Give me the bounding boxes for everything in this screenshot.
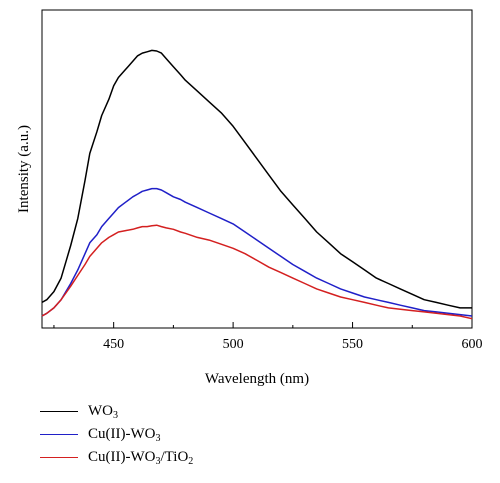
- series-line-cuwo3tio2: [41, 224, 473, 320]
- x-tick-label-600: 600: [462, 337, 483, 352]
- x-axis-ticks: 450 500 550 600: [53, 322, 483, 352]
- plot-frame: [41, 9, 473, 329]
- x-tick-label-550: 550: [342, 337, 363, 352]
- legend-swatch-cu-wo3-tio2: [40, 457, 78, 458]
- series-line-cuwo3: [41, 187, 473, 317]
- chart: 450 500 550 600 Wavelength (nm) Intensity (…: [16, 9, 483, 387]
- y-axis-title: Intensity (a.u.): [16, 125, 32, 213]
- legend-swatch-wo3: [40, 411, 78, 412]
- series-lines: [41, 49, 473, 320]
- series-line-wo3: [41, 49, 472, 309]
- legend-item-wo3: WO3: [40, 400, 193, 423]
- x-axis-title: Wavelength (nm): [205, 371, 309, 387]
- legend-label-cu-wo3: Cu(II)-WO3: [88, 425, 161, 444]
- legend-label-wo3: WO3: [88, 402, 118, 421]
- legend-item-cu-wo3-tio2: Cu(II)-WO3/TiO2: [40, 446, 193, 469]
- x-tick-label-450: 450: [103, 337, 124, 352]
- x-tick-label-500: 500: [223, 337, 244, 352]
- legend-label-cu-wo3-tio2: Cu(II)-WO3/TiO2: [88, 448, 194, 467]
- legend: WO3 Cu(II)-WO3 Cu(II)-WO3/TiO2: [40, 400, 193, 469]
- legend-swatch-cu-wo3: [40, 434, 78, 435]
- legend-item-cu-wo3: Cu(II)-WO3: [40, 423, 193, 446]
